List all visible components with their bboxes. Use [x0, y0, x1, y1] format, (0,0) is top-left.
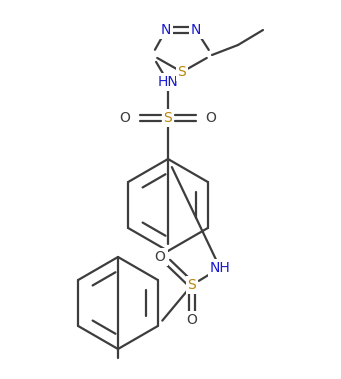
Text: S: S [164, 111, 172, 125]
Text: O: O [120, 111, 131, 125]
Text: NH: NH [210, 261, 231, 275]
Text: O: O [206, 111, 217, 125]
Text: S: S [188, 278, 196, 292]
Text: O: O [187, 313, 197, 327]
Text: N: N [191, 23, 201, 37]
Text: O: O [154, 250, 165, 264]
Text: S: S [178, 65, 187, 79]
Text: N: N [161, 23, 171, 37]
Text: HN: HN [158, 75, 178, 89]
